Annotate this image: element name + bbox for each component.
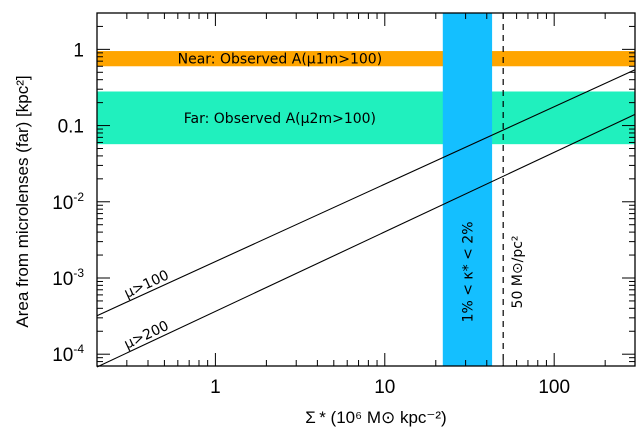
near-band-label: Near: Observed A(μ1m>100) bbox=[178, 52, 383, 68]
y-tick-label: 10-4 bbox=[52, 342, 84, 366]
kappa-band-label: 1% < κ* < 2% bbox=[460, 221, 476, 322]
x-axis-label: Σ * (10⁶ M⊙ kpc⁻²) bbox=[305, 408, 446, 427]
bands-layer bbox=[97, 13, 635, 366]
kappa-band bbox=[442, 13, 493, 366]
plot-frame bbox=[96, 12, 636, 367]
series-line-0 bbox=[96, 69, 636, 317]
y-axis-label: Area from microlenses (far) [kpc²] bbox=[13, 75, 32, 327]
far-band-label: Far: Observed A(μ2m>100) bbox=[184, 111, 376, 127]
series-label-0: μ>100 bbox=[122, 267, 172, 301]
near-band bbox=[97, 51, 635, 67]
y-tick-label: 1 bbox=[73, 40, 84, 61]
y-tick-label: 10-2 bbox=[52, 190, 84, 214]
x-tick-label: 10 bbox=[374, 377, 395, 398]
x-tick-label: 1 bbox=[210, 377, 221, 398]
lines-layer bbox=[96, 13, 636, 368]
x-tick-label: 100 bbox=[538, 377, 570, 398]
y-tick-label: 10-3 bbox=[52, 266, 84, 290]
series-line-1 bbox=[96, 113, 636, 368]
dashed-line-label-0: 50 M⊙/pc² bbox=[510, 235, 526, 308]
frame-layer bbox=[96, 12, 636, 367]
far-band bbox=[97, 91, 635, 145]
y-tick-label: 0.1 bbox=[58, 117, 84, 138]
series-label-1: μ>200 bbox=[122, 318, 172, 353]
